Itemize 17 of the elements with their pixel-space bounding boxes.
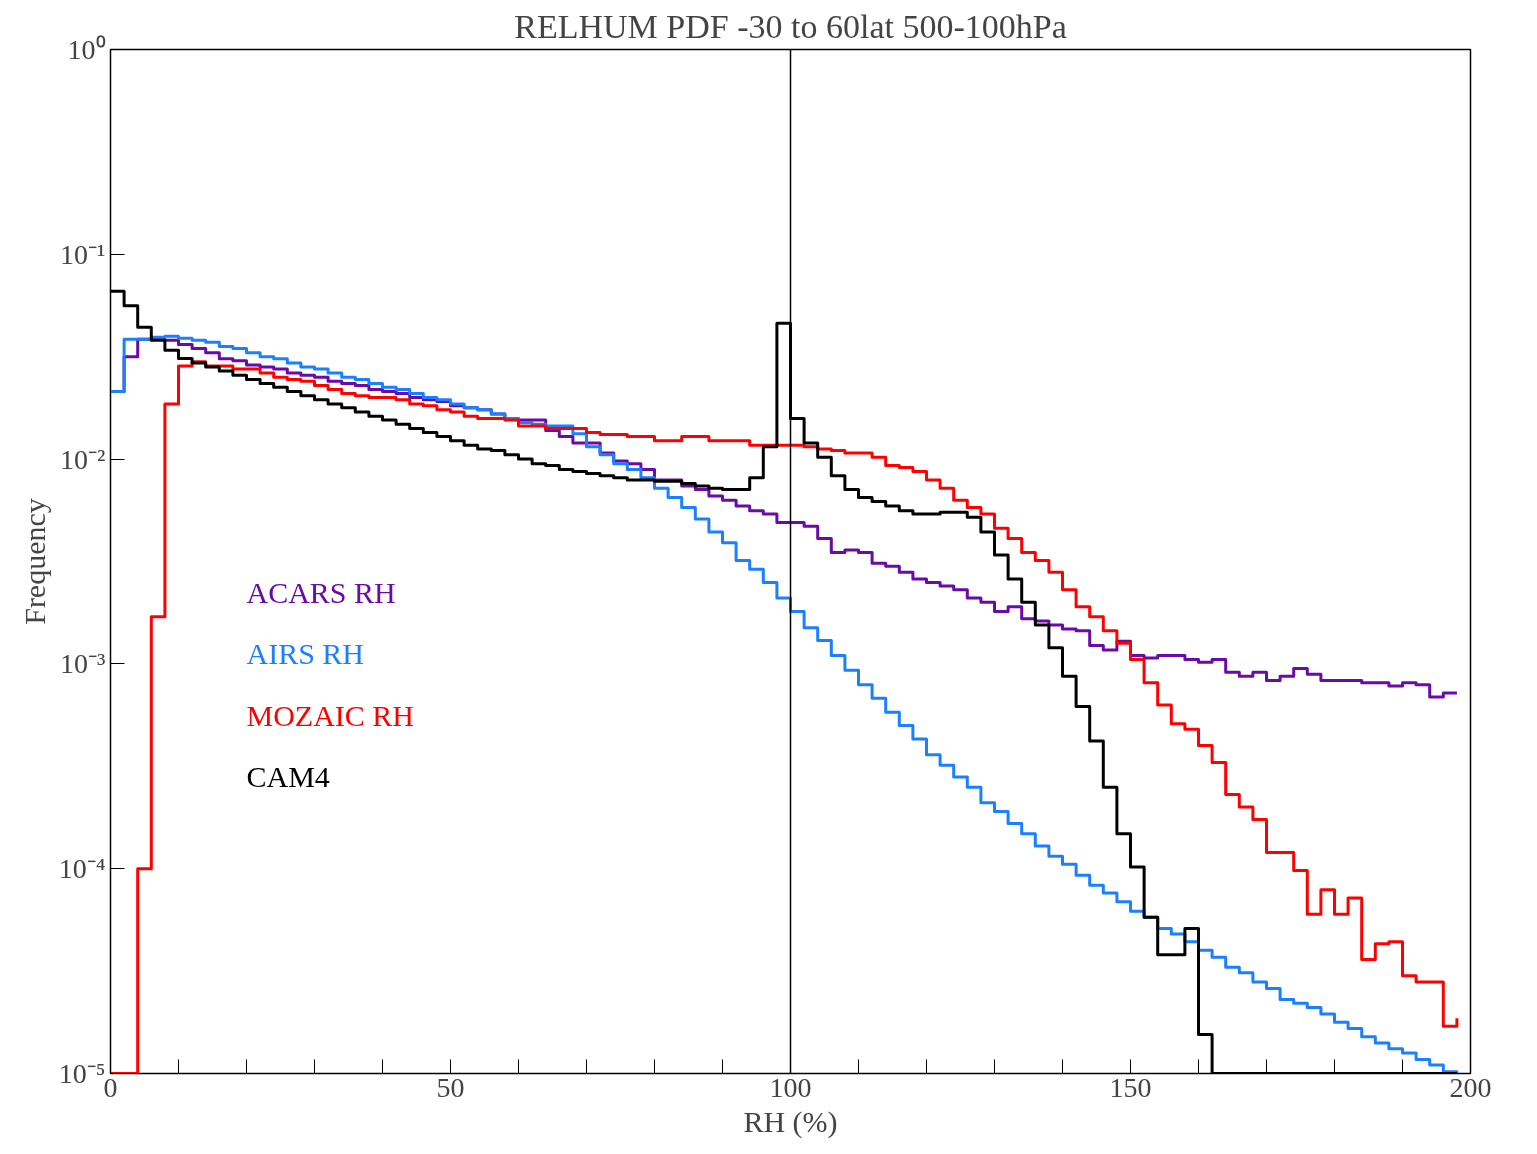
text: CAM4: [246, 760, 330, 794]
text: AIRS RH: [246, 637, 365, 671]
text: ACARS RH: [246, 575, 396, 609]
y-tick-label: 10⁻¹: [60, 238, 106, 270]
x-tick-label: 100: [769, 1071, 812, 1103]
x-tick-label: 0: [103, 1071, 118, 1103]
y-tick-label: 10⁻⁴: [58, 853, 106, 885]
text: MOZAIC RH: [246, 698, 415, 732]
x-tick-label: 50: [436, 1071, 465, 1103]
y-tick-label: 10⁰: [67, 34, 106, 65]
chart-title: RELHUM PDF -30 to 60lat 500-100hPa: [514, 7, 1067, 45]
y-axis-title: Frequency: [17, 498, 51, 625]
y-tick-label: 10⁻²: [60, 443, 106, 475]
x-tick-label: 150: [1109, 1071, 1152, 1103]
x-tick-label: 200: [1449, 1071, 1492, 1103]
x-axis-title: RH (%): [743, 1104, 838, 1139]
y-tick-label: 10⁻³: [60, 648, 106, 680]
